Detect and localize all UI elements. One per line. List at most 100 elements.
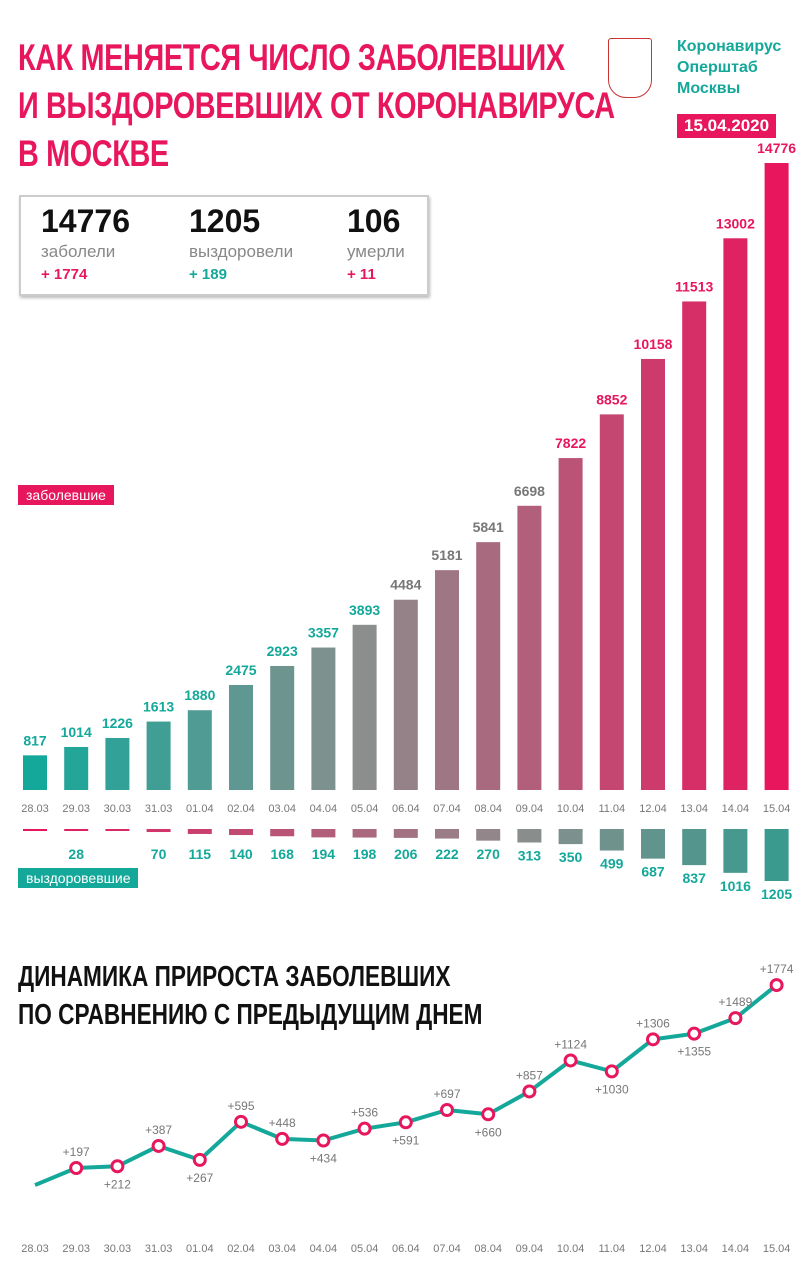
date-tick-label: 30.03 (104, 803, 132, 815)
line-point (687, 1026, 702, 1041)
line-point (316, 1133, 331, 1148)
bar-cases (352, 624, 377, 790)
bar-cases (311, 647, 336, 790)
line-point (275, 1131, 290, 1146)
bar-value-label: 3893 (349, 602, 380, 618)
bar-cases (599, 414, 624, 790)
line-value-label: +387 (145, 1123, 172, 1137)
date-tick-label: 09.04 (516, 1243, 544, 1255)
bar-cases (641, 358, 665, 790)
bar-value-label: 8852 (596, 391, 627, 407)
bar-recovered-label: 350 (559, 849, 583, 865)
date-tick-label: 14.04 (722, 1243, 750, 1255)
line-value-label: +267 (186, 1171, 213, 1185)
line-point (728, 1011, 743, 1026)
line-point (563, 1053, 578, 1068)
date-tick-label: 14.04 (722, 803, 750, 815)
date-tick-label: 02.04 (227, 803, 255, 815)
line-point (192, 1152, 207, 1167)
bar-value-label: 10158 (634, 336, 673, 352)
brand-line: Москвы (677, 80, 741, 97)
bar-value-label: 13002 (716, 215, 755, 231)
title-line: КАК МЕНЯЕТСЯ ЧИСЛО ЗАБОЛЕВШИХ (18, 37, 565, 78)
line-point (522, 1084, 537, 1099)
bar-cases (558, 458, 583, 790)
line-value-label: +1124 (554, 1037, 587, 1051)
brand-line: Оперштаб (677, 59, 758, 76)
bar-recovered-label: 194 (312, 846, 336, 862)
title-line: ПО СРАВНЕНИЮ С ПРЕДЫДУЩИМ ДНЕМ (18, 999, 483, 1031)
bar-recovered (435, 829, 459, 839)
line-point (69, 1161, 84, 1175)
date-tick-label: 10.04 (557, 1243, 585, 1255)
date-tick-label: 01.04 (186, 1243, 214, 1255)
line-point (646, 1032, 660, 1047)
date-tick-label: 12.04 (639, 1243, 667, 1255)
line-value-label: +1774 (760, 962, 794, 976)
line-point (604, 1064, 619, 1079)
bar-recovered-label: 115 (189, 846, 212, 862)
date-tick-label: 07.04 (433, 803, 461, 815)
page-title: КАК МЕНЯЕТСЯ ЧИСЛО ЗАБОЛЕВШИХ И ВЫЗДОРОВ… (18, 34, 615, 178)
date-tick-label: 05.04 (351, 803, 379, 815)
bar-recovered (105, 829, 130, 831)
bar-value-label: 5841 (473, 519, 504, 535)
bar-cases (187, 710, 212, 790)
legend-recovered: выздоровевшие (18, 868, 139, 888)
bar-value-label: 2475 (225, 662, 256, 678)
stat-value: 1205 (189, 203, 261, 239)
bar-recovered-label: 313 (518, 848, 542, 864)
bar-recovered-label: 140 (229, 846, 253, 862)
bar-recovered (229, 829, 253, 836)
bar-recovered-label: 70 (151, 846, 167, 862)
bar-value-label: 14776 (757, 140, 796, 156)
legend-cases: заболевшие (18, 485, 114, 505)
line-value-label: +1489 (719, 995, 753, 1009)
bar-recovered (23, 829, 47, 831)
line-series (34, 983, 778, 1187)
date-tick-label: 04.04 (310, 1243, 338, 1255)
date-tick-label: 04.04 (310, 803, 338, 815)
stat-delta: + 1774 (41, 266, 88, 283)
bar-cases (64, 746, 89, 790)
date-tick-label: 13.04 (680, 1243, 708, 1255)
bar-value-label: 1014 (61, 724, 92, 740)
line-point (769, 978, 784, 993)
date-tick-label: 01.04 (186, 803, 214, 815)
bar-recovered (599, 829, 624, 851)
bar-cases (393, 599, 418, 790)
bar-recovered (723, 829, 748, 873)
date-tick-label: 09.04 (516, 803, 544, 815)
stat-value: 106 (347, 203, 401, 239)
date-tick-label: 29.03 (62, 803, 90, 815)
date-tick-label: 02.04 (227, 1243, 255, 1255)
bar-recovered (270, 829, 295, 837)
bar-recovered (352, 829, 377, 838)
bar-cases (517, 505, 542, 790)
bar-cases (723, 238, 748, 790)
line-value-label: +197 (63, 1145, 90, 1159)
bar-value-label: 1880 (184, 687, 215, 703)
line-value-label: +1030 (595, 1082, 629, 1096)
bar-recovered (146, 829, 171, 833)
stat-delta: + 11 (347, 266, 376, 283)
bar-recovered (764, 829, 789, 881)
title-line: И ВЫЗДОРОВЕВШИХ ОТ КОРОНАВИРУСА (18, 85, 615, 126)
line-value-label: +1355 (677, 1045, 711, 1059)
bar-value-label: 6698 (514, 483, 545, 499)
bar-value-label: 3357 (308, 625, 339, 641)
bar-recovered-label: 28 (68, 846, 84, 862)
bar-cases (270, 665, 295, 790)
bar-value-label: 1613 (143, 699, 174, 715)
line-point (440, 1103, 454, 1117)
bar-recovered (558, 829, 583, 845)
line-point (357, 1121, 372, 1136)
bar-recovered (64, 829, 89, 831)
date-tick-label: 06.04 (392, 803, 420, 815)
moscow-coat-of-arms-icon (608, 38, 652, 98)
stats-box: 14776 заболели + 1774 1205 выздоровели + 189… (19, 195, 429, 296)
brand-line: Коронавирус (677, 38, 782, 55)
date-tick-label: 28.03 (21, 1243, 49, 1255)
